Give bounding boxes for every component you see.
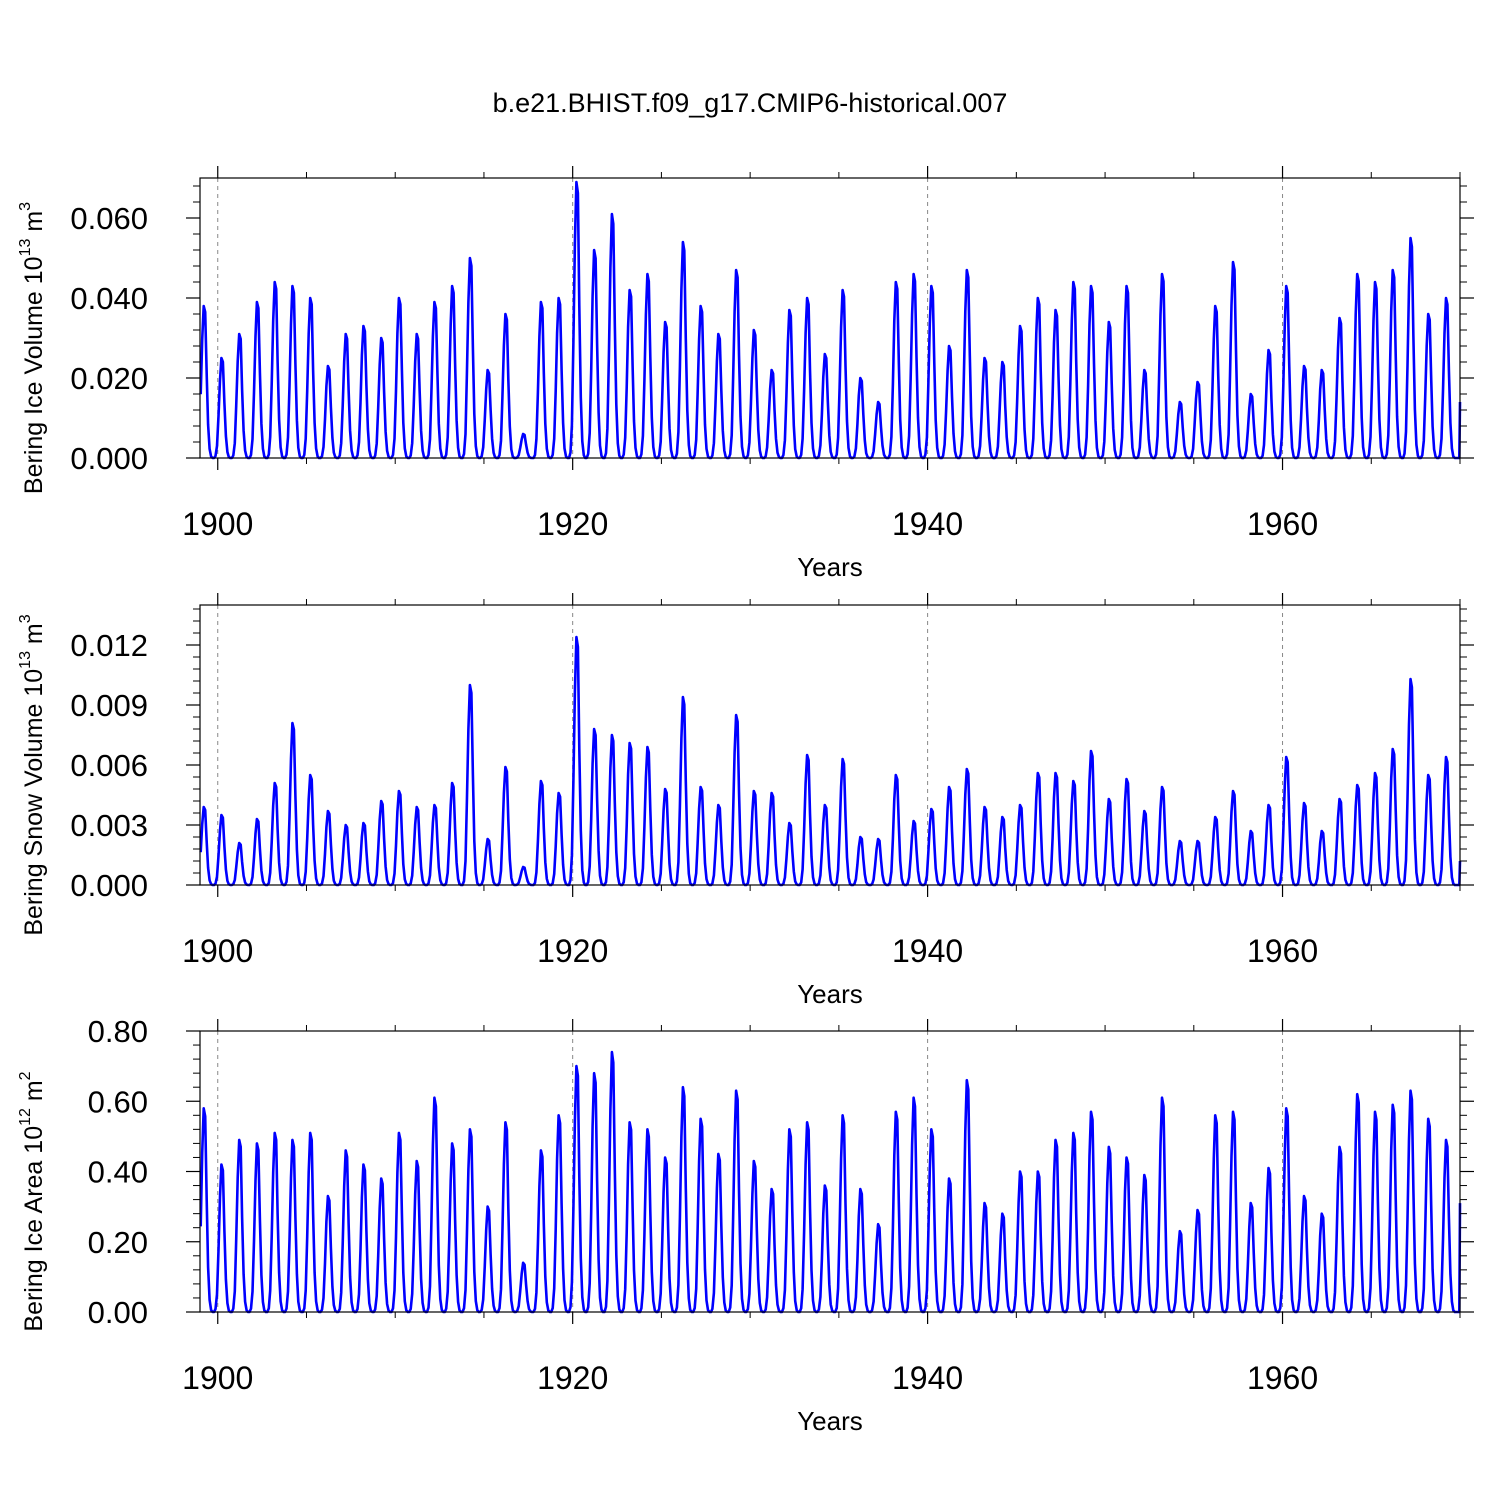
y-tick-label: 0.003 [70,808,148,843]
x-tick-label: 1940 [892,506,963,542]
x-tick-label: 1960 [1247,933,1318,969]
y-tick-label: 0.000 [70,441,148,476]
x-tick-label: 1960 [1247,506,1318,542]
y-axis-label: Bering Ice Volume 1013 m3 [17,202,48,494]
x-axis-label: Years [797,1406,863,1436]
x-tick-label: 1900 [182,1360,253,1396]
y-tick-label: 0.000 [70,868,148,903]
y-tick-label: 0.020 [70,361,148,396]
chart-title: b.e21.BHIST.f09_g17.CMIP6-historical.007 [493,88,1008,118]
y-tick-label: 0.012 [70,628,148,663]
x-tick-label: 1940 [892,1360,963,1396]
chart-panel-snow-volume: 1900 1920 1940 1960 0.000 0.003 0.006 0.009 0.01… [17,593,1474,1009]
x-tick-label: 1920 [537,1360,608,1396]
x-axis-label: Years [797,979,863,1009]
plot-frame [199,177,1461,459]
chart-panel-ice-volume: 1900 1920 1940 1960 0.000 0.020 0.040 0.060 Year… [17,166,1474,582]
x-tick-label: 1900 [182,933,253,969]
x-axis-label: Years [797,552,863,582]
series-line-ice-area [199,1050,1462,1314]
x-tick-label: 1960 [1247,1360,1318,1396]
y-axis-label: Bering Ice Area 1012 m2 [17,1071,48,1331]
y-tick-label: 0.80 [88,1014,148,1049]
x-tick-label: 1940 [892,933,963,969]
y-tick-label: 0.009 [70,688,148,723]
x-tick-label: 1920 [537,506,608,542]
chart-panel-ice-area: 1900 1920 1940 1960 0.00 0.20 0.40 0.60 0.80 Year… [17,1014,1474,1436]
y-tick-label: 0.040 [70,281,148,316]
plot-frame [199,604,1461,886]
y-tick-label: 0.20 [88,1225,148,1260]
x-tick-label: 1920 [537,933,608,969]
y-tick-label: 0.00 [88,1295,148,1330]
y-axis-label: Bering Snow Volume 1013 m3 [17,614,48,935]
x-tick-label: 1900 [182,506,253,542]
y-tick-label: 0.060 [70,201,148,236]
y-tick-label: 0.60 [88,1084,148,1119]
y-tick-label: 0.006 [70,748,148,783]
y-tick-label: 0.40 [88,1155,148,1190]
series-line-snow-volume [199,635,1462,887]
series-line-ice-volume [199,180,1462,460]
